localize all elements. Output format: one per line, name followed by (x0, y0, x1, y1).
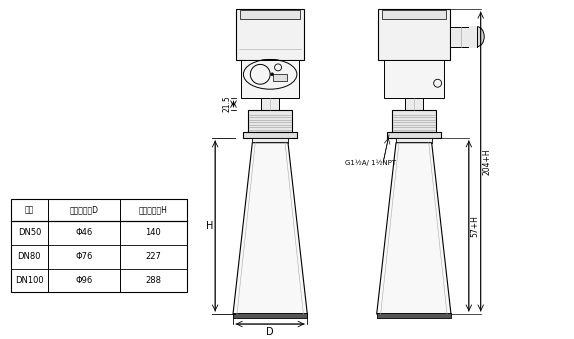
Bar (261, 98, 279, 110)
Bar (470, 26, 477, 47)
Text: 288: 288 (145, 276, 161, 285)
Polygon shape (377, 143, 451, 314)
Text: DN100: DN100 (15, 276, 44, 285)
Text: D: D (266, 327, 274, 337)
Bar (387, 132, 441, 138)
Bar (377, 313, 451, 318)
Bar (405, 98, 423, 110)
Bar (273, 74, 287, 81)
Circle shape (271, 73, 274, 76)
Bar (382, 10, 445, 19)
Text: 140: 140 (145, 228, 161, 237)
Ellipse shape (470, 27, 484, 46)
Polygon shape (233, 143, 307, 314)
Text: H: H (206, 221, 213, 231)
Text: 法兰: 法兰 (25, 205, 34, 215)
Bar (378, 9, 449, 60)
Text: Φ96: Φ96 (75, 276, 92, 285)
Bar (236, 9, 304, 60)
Polygon shape (384, 60, 444, 98)
Bar (10, 199, 187, 292)
Text: 喇叭口直径D: 喇叭口直径D (69, 205, 98, 215)
Text: Φ46: Φ46 (75, 228, 92, 237)
Bar (396, 138, 432, 143)
Text: Φ76: Φ76 (75, 252, 92, 261)
Text: 喇叭口高度H: 喇叭口高度H (139, 205, 168, 215)
Bar (449, 27, 477, 46)
Text: 227: 227 (145, 252, 161, 261)
Text: 57+H: 57+H (471, 215, 480, 237)
Bar (249, 110, 292, 132)
Text: G1½A/ 1½NPT: G1½A/ 1½NPT (346, 159, 397, 166)
Bar (241, 10, 300, 19)
Text: DN50: DN50 (18, 228, 41, 237)
Bar (392, 110, 436, 132)
Bar (233, 313, 307, 318)
Polygon shape (242, 60, 299, 98)
Bar (253, 138, 288, 143)
Text: 204+H: 204+H (483, 148, 492, 175)
Text: 21.5: 21.5 (223, 96, 231, 113)
Text: DN80: DN80 (18, 252, 41, 261)
Bar (243, 132, 297, 138)
